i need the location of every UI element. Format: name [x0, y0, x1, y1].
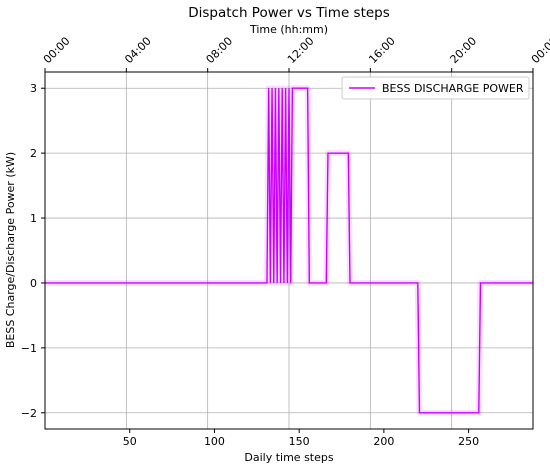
top-tick-label: 20:00 [448, 35, 480, 67]
top-tick-label: 00:00 [529, 35, 550, 67]
data-series [45, 85, 533, 416]
y-tick-label: −2 [21, 407, 37, 420]
legend-box [341, 76, 530, 100]
x-tick-label: 250 [458, 435, 479, 448]
y-tick-label: 2 [30, 147, 37, 160]
x-tick-label: 100 [204, 435, 225, 448]
x-tick-label: 150 [289, 435, 310, 448]
top-tick-label: 00:00 [41, 35, 73, 67]
y-tick-label: 1 [30, 212, 37, 225]
top-tick-label: 04:00 [122, 35, 154, 67]
legend-label: BESS DISCHARGE POWER [382, 82, 524, 95]
y-axis-label: BESS Charge/Discharge Power (kW) [4, 152, 17, 348]
top-tick-label: 08:00 [204, 35, 236, 67]
legend: BESS DISCHARGE POWER [341, 76, 530, 100]
top-axis-label: Time (hh:mm) [249, 23, 328, 36]
y-tick-label: 0 [30, 277, 37, 290]
chart-title: Dispatch Power vs Time steps [188, 5, 390, 21]
series-line [45, 87, 533, 414]
x-tick-label: 200 [373, 435, 394, 448]
top-tick-label: 16:00 [366, 35, 398, 67]
y-tick-label: 3 [30, 82, 37, 95]
top-tick-label: 12:00 [285, 35, 317, 67]
x-axis-label: Daily time steps [244, 451, 333, 464]
y-tick-label: −1 [21, 342, 37, 355]
x-tick-label: 50 [123, 435, 137, 448]
